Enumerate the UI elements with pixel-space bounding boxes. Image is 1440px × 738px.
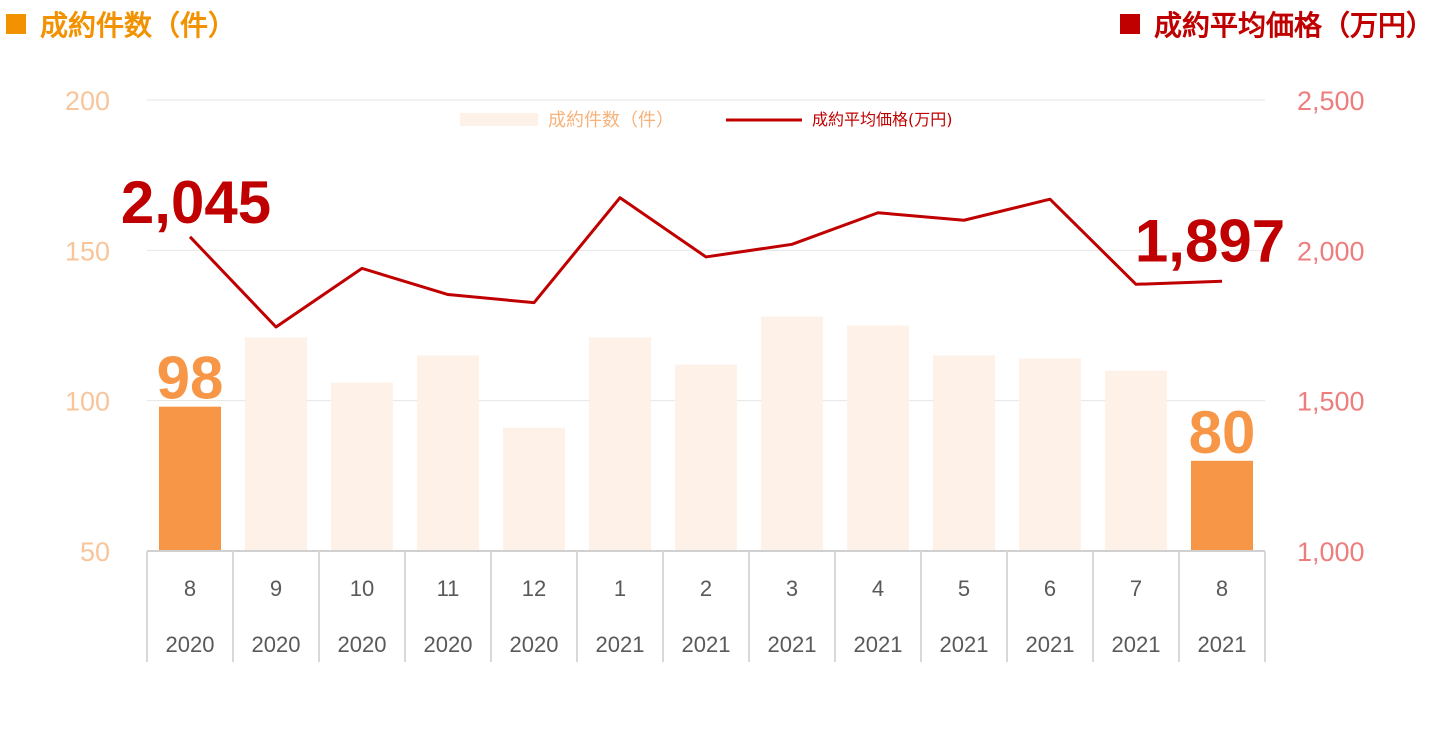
legend-bar-label: 成約件数（件） (548, 110, 674, 131)
bar (761, 316, 823, 551)
x-tick-year: 2020 (338, 632, 387, 657)
x-tick-year: 2020 (166, 632, 215, 657)
bar (503, 427, 565, 551)
x-tick-month: 10 (350, 576, 374, 601)
bar (1019, 358, 1081, 551)
right-axis-header-label: 成約平均価格（万円） (1153, 9, 1434, 42)
x-tick-year: 2021 (1112, 632, 1161, 657)
x-tick-month: 3 (786, 576, 798, 601)
right-legend-square-icon (1119, 14, 1140, 34)
x-tick-year: 2021 (1198, 632, 1247, 657)
x-tick-year: 2021 (768, 632, 817, 657)
bar (675, 364, 737, 551)
bar (245, 337, 307, 551)
x-tick-month: 1 (614, 576, 626, 601)
line-data-label: 2,045 (121, 169, 271, 236)
right-axis-header: 成約平均価格（万円） (1119, 4, 1434, 44)
bar (159, 406, 221, 551)
x-tick-month: 7 (1130, 576, 1142, 601)
x-tick-month: 2 (700, 576, 712, 601)
left-axis-tick-label: 100 (65, 387, 110, 417)
x-tick-month: 5 (958, 576, 970, 601)
left-axis-header-label: 成約件数（件） (40, 9, 237, 42)
right-axis-tick-label: 2,000 (1297, 236, 1365, 266)
bar (1105, 370, 1167, 551)
bar (331, 382, 393, 551)
x-tick-year: 2021 (596, 632, 645, 657)
price-line (188, 196, 1223, 329)
x-tick-month: 12 (522, 576, 546, 601)
right-axis-tick-label: 2,500 (1297, 86, 1365, 116)
x-tick-year: 2020 (252, 632, 301, 657)
left-axis-tick-label: 200 (65, 86, 110, 116)
bar (417, 355, 479, 551)
left-legend-square-icon (6, 14, 26, 34)
bar-data-label: 80 (1189, 399, 1256, 466)
x-tick-year: 2021 (1026, 632, 1075, 657)
x-tick-month: 11 (437, 576, 460, 601)
x-tick-year: 2021 (682, 632, 731, 657)
left-axis-header: 成約件数（件） (6, 4, 236, 44)
left-axis-tick-label: 50 (80, 537, 110, 567)
bar (847, 325, 909, 551)
bar (589, 337, 651, 551)
bar (1191, 460, 1253, 551)
line-data-label: 1,897 (1135, 207, 1285, 274)
x-tick-year: 2020 (424, 632, 473, 657)
x-tick-year: 2020 (510, 632, 559, 657)
x-tick-month: 6 (1044, 576, 1056, 601)
x-tick-month: 4 (872, 576, 884, 601)
x-tick-year: 2021 (854, 632, 903, 657)
bar-data-label: 98 (157, 345, 224, 412)
x-tick-month: 8 (184, 576, 196, 601)
x-tick-month: 8 (1216, 576, 1228, 601)
bar (933, 355, 995, 551)
legend-line-label: 成約平均価格(万円) (812, 110, 953, 129)
left-axis-tick-label: 150 (65, 236, 110, 266)
right-axis-tick-label: 1,000 (1297, 537, 1365, 567)
right-axis-tick-label: 1,500 (1297, 387, 1365, 417)
x-tick-year: 2021 (940, 632, 989, 657)
x-tick-month: 9 (270, 576, 282, 601)
legend-bar-swatch (460, 113, 538, 126)
